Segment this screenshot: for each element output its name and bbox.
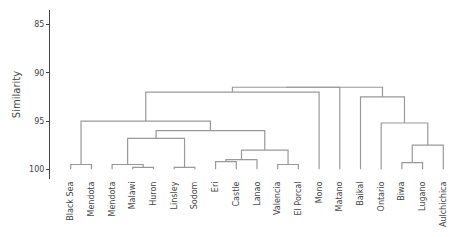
svg-text:Malawi: Malawi — [128, 182, 137, 210]
svg-text:Mono: Mono — [315, 181, 324, 203]
svg-text:100: 100 — [29, 165, 44, 174]
svg-text:Linsley: Linsley — [170, 181, 179, 209]
svg-text:Huron: Huron — [149, 182, 158, 206]
svg-text:85: 85 — [34, 20, 44, 29]
svg-text:Lanao: Lanao — [253, 182, 262, 206]
svg-text:Baikal: Baikal — [356, 182, 365, 206]
svg-text:Mendota: Mendota — [87, 182, 96, 217]
svg-text:Sodom: Sodom — [191, 181, 200, 209]
svg-text:Biwa: Biwa — [398, 182, 407, 201]
svg-text:Ontario: Ontario — [377, 181, 386, 211]
svg-text:Black Sea: Black Sea — [66, 182, 75, 221]
svg-text:90: 90 — [34, 69, 44, 78]
svg-text:Aulchichica: Aulchichica — [439, 182, 448, 228]
svg-text:Lugano: Lugano — [418, 182, 427, 211]
svg-text:El Porcal: El Porcal — [294, 182, 303, 216]
svg-text:Mendota: Mendota — [108, 182, 117, 217]
svg-text:Matano: Matano — [335, 181, 344, 211]
svg-text:Eri: Eri — [211, 182, 220, 193]
svg-text:Castle: Castle — [232, 182, 241, 207]
svg-text:Similarity: Similarity — [11, 71, 22, 118]
svg-text:95: 95 — [34, 117, 44, 126]
svg-text:Valencia: Valencia — [273, 182, 282, 216]
